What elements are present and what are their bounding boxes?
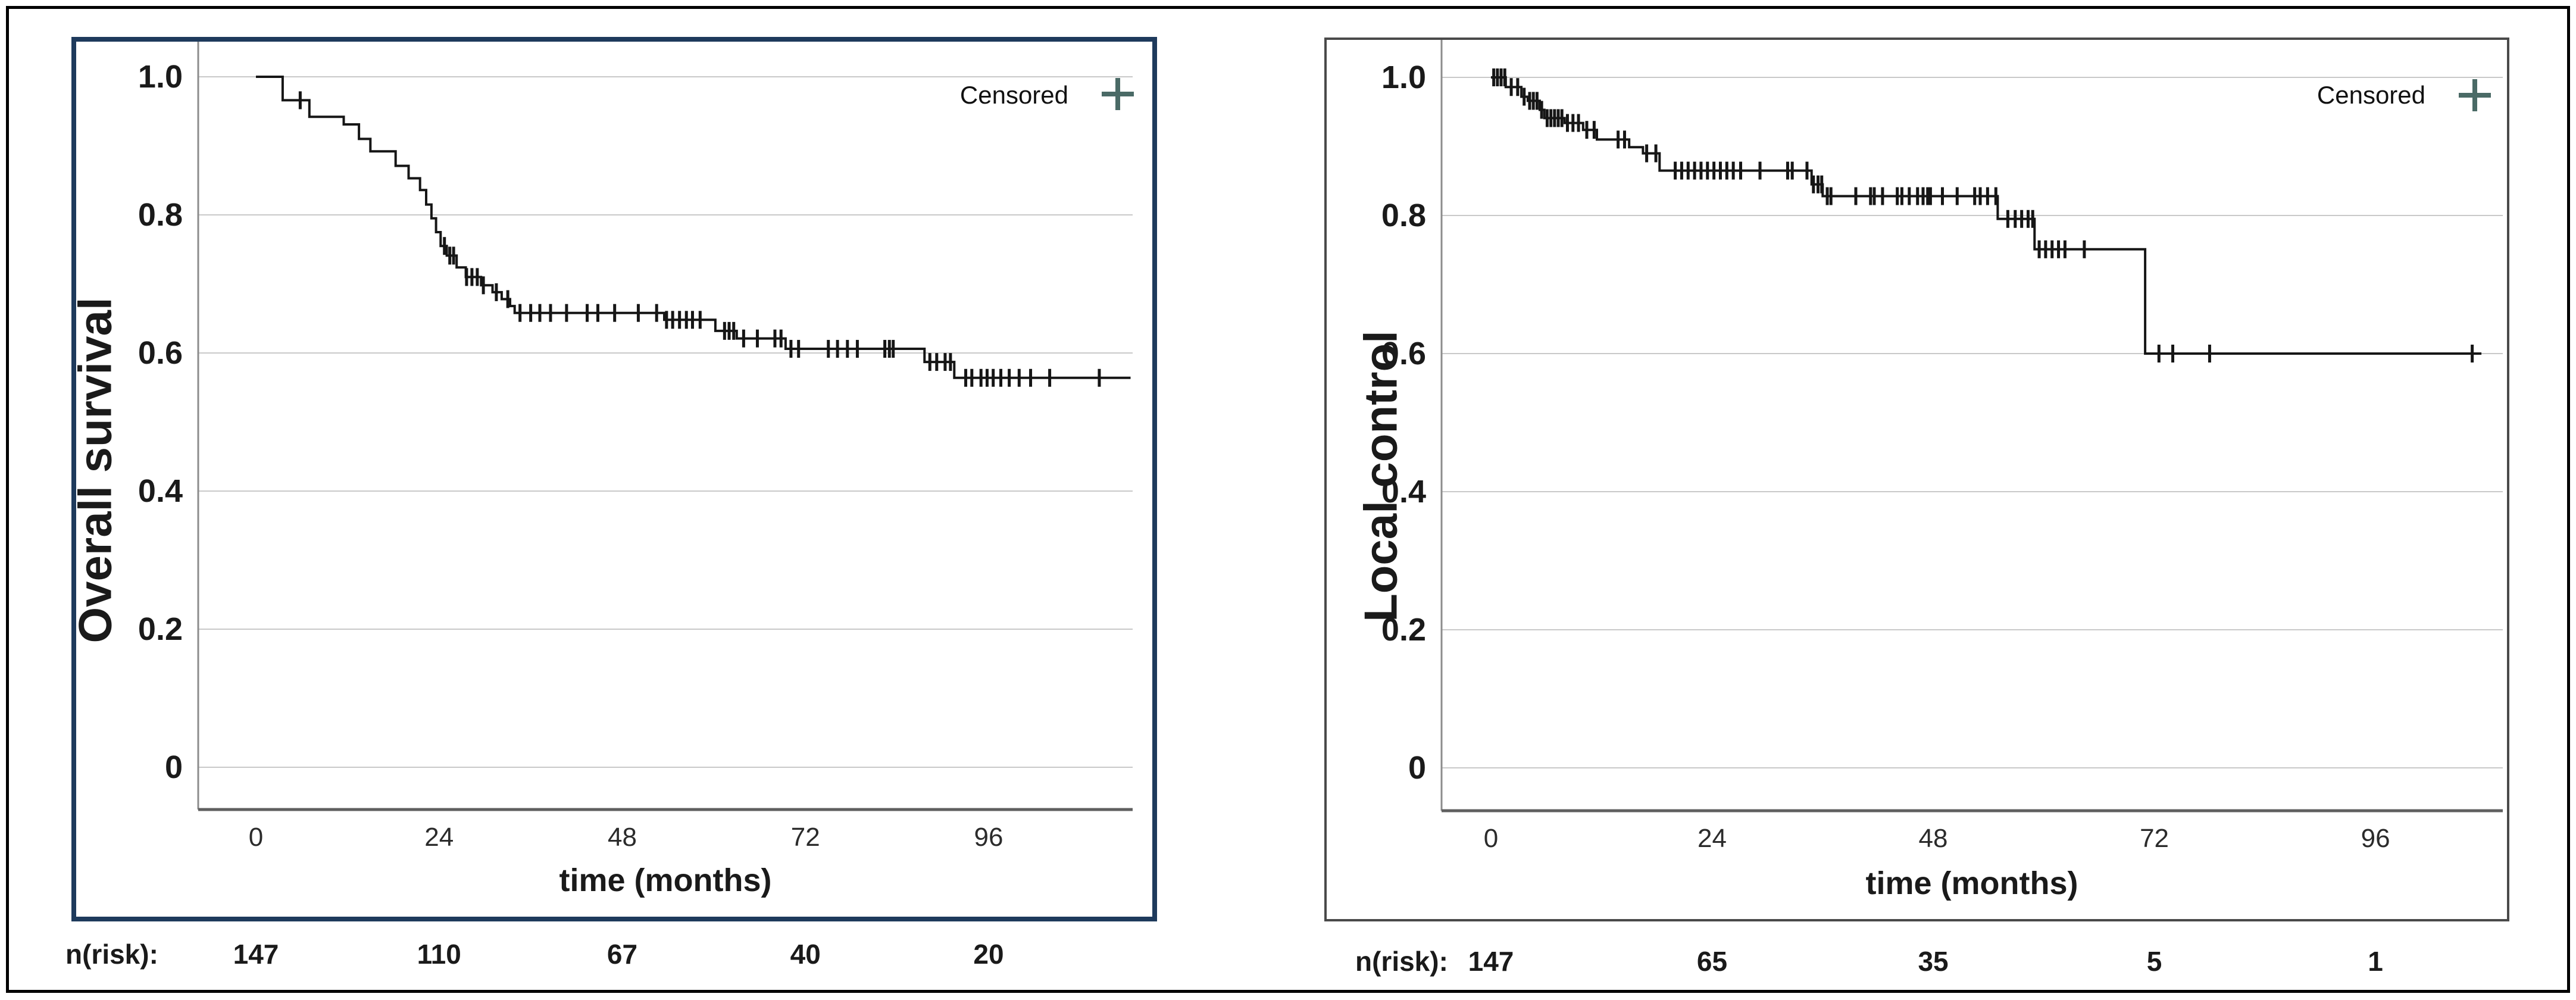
y-tick-label: 0.4 — [1381, 474, 1426, 510]
y-tick-label: 0.6 — [137, 335, 183, 371]
y-tick-label: 0.8 — [1381, 198, 1426, 233]
at-risk-value: 110 — [417, 939, 461, 970]
y-tick-label: 0.2 — [1381, 612, 1426, 648]
at-risk-value: 5 — [2146, 946, 2162, 977]
y-tick-label: 1.0 — [1381, 60, 1426, 95]
km-curve-local-control — [1491, 76, 2482, 355]
y-tick-label: 0.4 — [137, 473, 183, 509]
x-tick-label: 72 — [2140, 824, 2169, 853]
at-risk-value: 35 — [1918, 946, 1949, 977]
panel-overall-survival — [71, 37, 1157, 921]
y-tick-label: 0.8 — [137, 197, 183, 233]
y-tick-label: 1.0 — [137, 59, 183, 95]
x-tick-label: 96 — [974, 823, 1003, 852]
panel-local-control — [1324, 38, 2509, 921]
y-tick-label: 0.2 — [137, 611, 183, 647]
at-risk-value: 20 — [973, 939, 1004, 970]
x-tick-label: 96 — [2361, 824, 2390, 853]
legend-label-right: Censored — [2316, 81, 2425, 109]
at-risk-row-label-right: n(risk): — [1355, 946, 1448, 977]
x-tick-label: 24 — [424, 823, 454, 852]
y-tick-label: 0 — [164, 749, 183, 785]
at-risk-value: 1 — [2368, 946, 2383, 977]
km-curve-overall-survival — [256, 76, 1131, 379]
y-tick-label: 0.6 — [1381, 336, 1426, 371]
at-risk-value: 147 — [1468, 946, 1514, 977]
at-risk-value: 147 — [233, 939, 279, 970]
x-axis-title-left: time (months) — [559, 862, 772, 898]
x-tick-label: 0 — [248, 823, 264, 852]
y-axis-title-overall-survival: Overall survival — [68, 297, 121, 643]
x-tick-label: 48 — [1918, 824, 1948, 853]
at-risk-row-label-left: n(risk): — [65, 939, 158, 970]
x-tick-label: 24 — [1697, 824, 1727, 853]
y-tick-label: 0 — [1408, 750, 1426, 786]
at-risk-value: 65 — [1696, 946, 1728, 977]
at-risk-value: 67 — [607, 939, 638, 970]
legend-label-left: Censored — [959, 81, 1068, 109]
x-tick-label: 72 — [790, 823, 820, 852]
x-tick-label: 48 — [608, 823, 637, 852]
at-risk-value: 40 — [790, 939, 821, 970]
x-axis-title-right: time (months) — [1865, 865, 2078, 901]
x-tick-label: 0 — [1483, 824, 1499, 853]
